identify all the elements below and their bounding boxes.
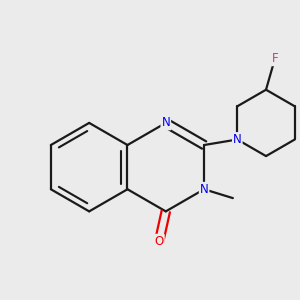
Text: N: N — [233, 133, 242, 146]
Text: N: N — [200, 183, 208, 196]
Text: F: F — [272, 52, 278, 65]
Text: N: N — [161, 116, 170, 129]
Text: O: O — [154, 235, 164, 248]
